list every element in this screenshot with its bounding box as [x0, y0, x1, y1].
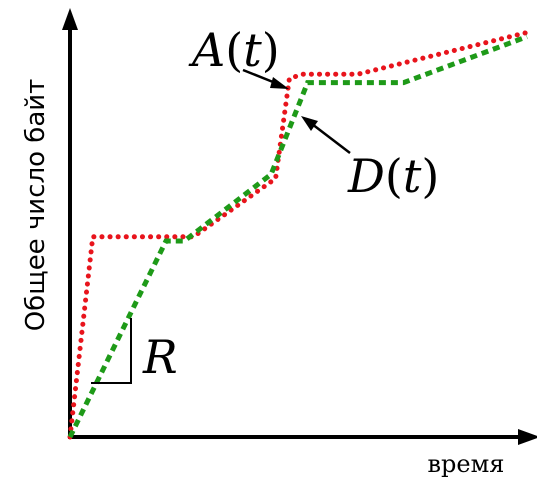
x-axis-label: время [428, 450, 505, 478]
series-layer [67, 30, 530, 440]
d-t-arrow [311, 123, 351, 154]
a-t-arrowhead-icon [270, 77, 289, 89]
d-t-label-main: D [347, 149, 385, 203]
a-t-label-arg: t [243, 23, 262, 77]
a-t-label-close-paren: ) [262, 23, 280, 77]
a-t-label-main: A [188, 23, 225, 77]
d-t-label-arg: t [403, 149, 422, 203]
d-t-label-close-paren: ) [421, 149, 439, 203]
d-t-label: D(t) [347, 149, 439, 203]
y-axis-arrow-icon [62, 8, 78, 30]
y-axis-label: Общее число байт [21, 79, 51, 332]
r-label: R [142, 330, 178, 384]
x-axis-arrow-icon [518, 429, 537, 445]
d-t-label-open-paren: ( [385, 149, 403, 203]
d-t-arrowhead-icon [301, 116, 318, 131]
slope-triangle [91, 318, 132, 384]
a-t-label-open-paren: ( [225, 23, 243, 77]
series-line-arrival [67, 30, 530, 440]
a-t-label: A(t) [188, 23, 280, 77]
series-line-departure [67, 34, 528, 439]
